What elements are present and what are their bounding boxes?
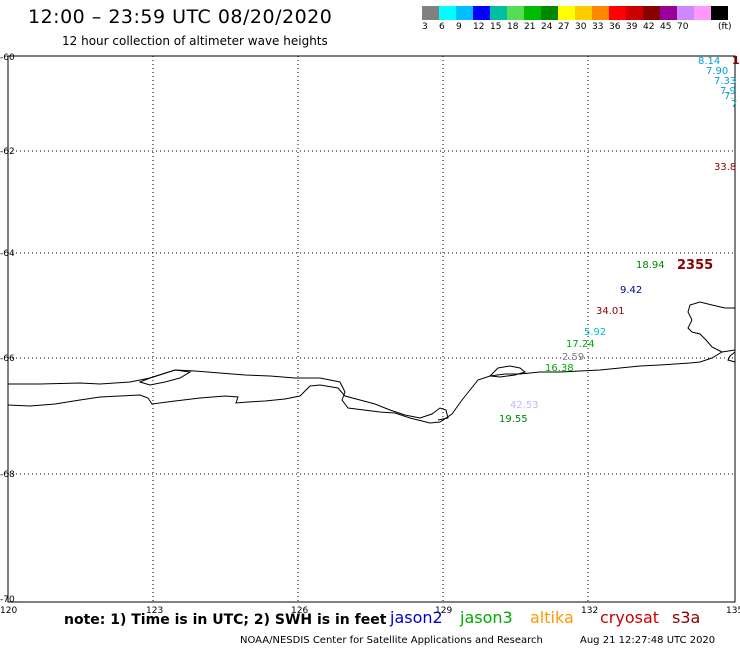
wave-label: 34.01 xyxy=(596,306,625,317)
lat-label: -62 xyxy=(0,147,15,157)
satellite-cryosat: cryosat xyxy=(600,608,660,627)
scale-unit: (ft) xyxy=(718,22,732,32)
scale-swatch: 36 xyxy=(609,6,626,32)
wave-label: 8.14 xyxy=(698,56,720,67)
credit-text: NOAA/NESDIS Center for Satellite Applica… xyxy=(240,635,543,646)
coastline-inner-ice xyxy=(7,384,449,421)
scale-swatch: 12 xyxy=(473,6,490,32)
lat-label: -66 xyxy=(0,354,15,364)
lon-label: 132 xyxy=(581,606,598,616)
wave-label: 33.8 xyxy=(714,162,736,173)
scale-swatch: 27 xyxy=(558,6,575,32)
coastline-east-edge xyxy=(727,351,736,363)
wave-label: 2355 xyxy=(677,258,713,273)
map-title: 12:00 – 23:59 UTC 08/20/2020 xyxy=(28,6,333,28)
scale-swatch: 45 xyxy=(660,6,677,32)
map-frame xyxy=(7,55,736,603)
wave-label: 42.53 xyxy=(510,400,539,411)
scale-swatch: 70 xyxy=(677,6,694,32)
satellite-jason3: jason3 xyxy=(460,608,513,627)
wave-label: 7.90 xyxy=(706,66,728,77)
coastline-bay xyxy=(138,369,192,386)
wave-label: 2.59 xyxy=(562,352,584,363)
lon-label: 135 xyxy=(726,606,740,616)
wave-height-labels: 8.14 7.90 7.33 7.9 7. 7 1 33.8 18.94 235… xyxy=(499,54,740,425)
lat-axis: -60 -62 -64 -66 -68 -70 xyxy=(0,53,15,605)
lat-label: -70 xyxy=(0,595,15,605)
scale-swatch: 30 xyxy=(575,6,592,32)
wave-label: 7.33 xyxy=(714,76,736,87)
wave-label: 7. xyxy=(724,91,734,102)
scale-swatch: 33 xyxy=(592,6,609,32)
graticule xyxy=(8,56,735,602)
wave-label: 7.9 xyxy=(720,86,736,97)
scale-swatch xyxy=(694,6,711,20)
scale-swatch: 3 xyxy=(422,6,439,32)
wave-label: 9.42 xyxy=(620,285,642,296)
wave-label: 5.92 xyxy=(584,327,606,338)
scale-swatch xyxy=(711,6,728,20)
color-scale-legend: 3 6 9 12 15 18 21 24 27 30 33 36 39 42 4… xyxy=(422,6,728,32)
wave-label: 16.38 xyxy=(545,363,574,374)
timestamp-text: Aug 21 12:27:48 UTC 2020 xyxy=(580,635,716,646)
scale-swatch: 24 xyxy=(541,6,558,32)
wave-label: 19.55 xyxy=(499,414,528,425)
wave-label: 7 xyxy=(731,99,737,110)
lon-label: 120 xyxy=(0,606,17,616)
lon-label: 129 xyxy=(435,606,452,616)
lat-label: -60 xyxy=(0,53,15,63)
coastline-east-cape xyxy=(687,301,735,353)
lon-label: 126 xyxy=(291,606,308,616)
satellite-jason2: jason2 xyxy=(390,608,443,627)
scale-swatch: 9 xyxy=(456,6,473,32)
coastline-island xyxy=(488,365,527,378)
scale-swatch: 15 xyxy=(490,6,507,32)
lat-label: -68 xyxy=(0,470,15,480)
footnote: note: 1) Time is in UTC; 2) SWH is in fe… xyxy=(64,612,387,628)
scale-swatch: 6 xyxy=(439,6,456,32)
antarctic-coastline xyxy=(8,349,736,424)
wave-label: 1 xyxy=(732,54,740,67)
lon-label: 123 xyxy=(146,606,163,616)
scale-swatch: 18 xyxy=(507,6,524,32)
lon-axis: 120 123 126 129 132 135 xyxy=(0,606,740,616)
satellite-altika: altika xyxy=(530,608,574,627)
scale-swatch: 39 xyxy=(626,6,643,32)
scale-swatch: 21 xyxy=(524,6,541,32)
lat-label: -64 xyxy=(0,249,15,259)
satellite-s3a: s3a xyxy=(672,608,701,627)
map-subtitle: 12 hour collection of altimeter wave hei… xyxy=(62,34,328,48)
wave-label: 18.94 xyxy=(636,260,665,271)
wave-label: 17.24 xyxy=(566,339,595,350)
scale-swatch: 42 xyxy=(643,6,660,32)
